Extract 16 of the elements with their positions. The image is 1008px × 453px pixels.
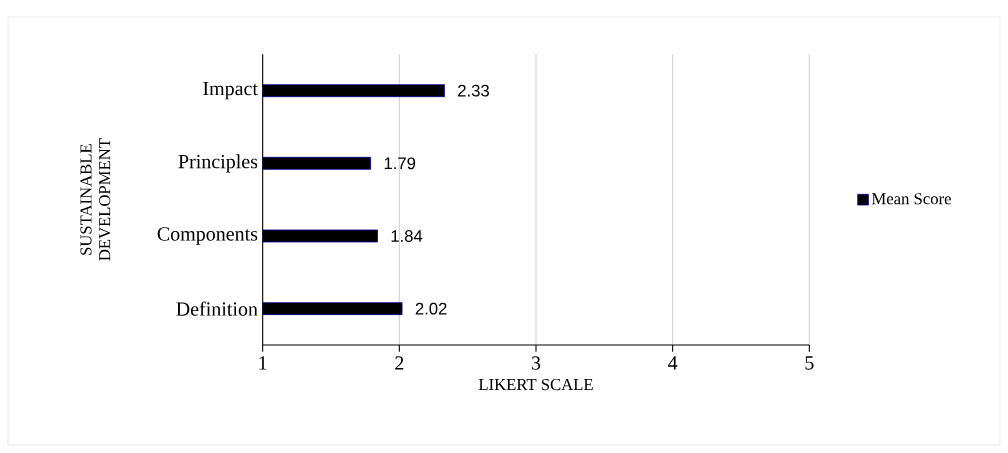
y-tick-label: Definition — [176, 301, 258, 316]
legend-label: Mean Score — [871, 193, 951, 205]
x-axis-title: LIKERT SCALE — [478, 378, 593, 391]
x-tick-label: 4 — [668, 356, 678, 370]
x-tick-label: 5 — [805, 356, 814, 370]
x-tick-label: 3 — [531, 356, 541, 370]
y-tick-label: Principles — [178, 154, 258, 173]
x-tick-label: 2 — [395, 356, 404, 370]
data-label: 1.79 — [384, 157, 416, 170]
x-tick-label: 1 — [259, 356, 267, 370]
data-label: 2.02 — [415, 302, 447, 315]
data-label: 1.84 — [391, 230, 423, 242]
data-label: 2.33 — [458, 84, 489, 97]
y-axis-title: SUSTAINABLE DEVELOPMENT — [80, 138, 111, 261]
y-tick-label: Impact — [203, 81, 258, 100]
y-tick-label: Components — [157, 227, 258, 245]
